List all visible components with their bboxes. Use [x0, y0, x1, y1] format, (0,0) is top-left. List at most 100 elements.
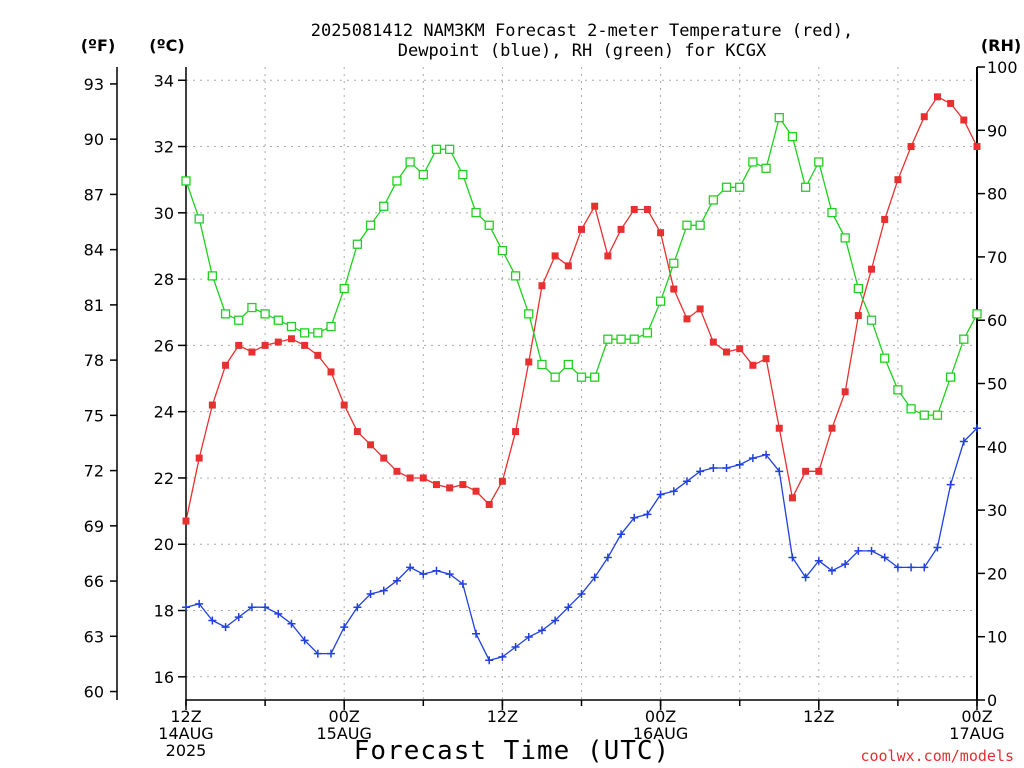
- rh-point: [524, 309, 534, 319]
- temperature-point: [235, 341, 243, 349]
- rh-point: [431, 144, 442, 154]
- celsius-tick-label: 30: [154, 204, 174, 223]
- dewpoint-point: [814, 556, 823, 565]
- temperature-point: [762, 355, 770, 363]
- rh-point: [761, 163, 771, 173]
- dewpoint-point: [656, 490, 665, 499]
- rh-point: [590, 372, 600, 382]
- dewpoint-point: [551, 616, 560, 625]
- rh-point: [471, 207, 481, 218]
- rh-point: [735, 182, 745, 192]
- source-credit: coolwx.com/models: [860, 747, 1014, 765]
- temperature-point: [327, 368, 335, 376]
- dewpoint-point: [696, 467, 705, 476]
- rh-point: [932, 410, 943, 420]
- rh-tick-label: 80: [987, 185, 1007, 204]
- rh-point: [655, 296, 666, 306]
- rh-point: [616, 334, 626, 344]
- rh-point: [550, 372, 560, 382]
- dewpoint-point: [630, 513, 639, 522]
- temperature-point: [960, 116, 968, 124]
- rh-point: [629, 334, 639, 344]
- chart-title-line1: 2025081412 NAM3KM Forecast 2-meter Tempe…: [311, 21, 853, 41]
- temperature-point: [643, 206, 651, 214]
- x-tick-label: 17AUG: [949, 724, 1004, 743]
- temperature-point: [182, 517, 190, 525]
- celsius-tick-label: 32: [154, 138, 174, 157]
- fahrenheit-tick-label: 87: [84, 185, 104, 204]
- temperature-point: [301, 341, 309, 349]
- rh-tick-label: 60: [987, 311, 1007, 330]
- fahrenheit-tick-label: 69: [84, 517, 104, 536]
- temperature-point: [472, 487, 480, 495]
- temperature-point: [340, 401, 348, 409]
- dewpoint-point: [841, 560, 850, 569]
- dewpoint-point: [353, 603, 362, 612]
- temperature-point: [868, 265, 876, 273]
- dewpoint-point: [775, 467, 784, 476]
- rh-tick-label: 50: [987, 375, 1007, 394]
- dewpoint-point: [682, 477, 691, 486]
- rh-point: [405, 157, 415, 167]
- rh-point: [972, 309, 982, 319]
- rh-point: [234, 315, 244, 325]
- dewpoint-point: [801, 573, 810, 582]
- dewpoint-point: [195, 599, 204, 608]
- celsius-tick-label: 26: [154, 336, 174, 355]
- dewpoint-point: [880, 553, 889, 562]
- temperature-point: [274, 338, 282, 346]
- rh-point: [827, 207, 837, 218]
- temperature-point: [353, 428, 361, 436]
- dewpoint-point: [827, 566, 836, 575]
- rh-point: [853, 283, 863, 294]
- temperature-point: [485, 500, 493, 508]
- fahrenheit-tick-label: 78: [84, 351, 104, 370]
- chart-title-line2: Dewpoint (blue), RH (green) for KCGX: [398, 41, 767, 61]
- celsius-tick-label: 22: [154, 469, 174, 488]
- fahrenheit-tick-label: 93: [84, 75, 104, 94]
- rh-point: [418, 169, 428, 180]
- celsius-tick-label: 20: [154, 535, 174, 554]
- dewpoint-point: [893, 563, 902, 572]
- temperature-point: [578, 225, 585, 233]
- temperature-point: [195, 454, 203, 462]
- rh-point: [959, 334, 969, 344]
- dewpoint-point: [406, 563, 415, 572]
- dewpoint-point: [182, 603, 190, 612]
- x-tick-label: 12Z: [487, 707, 518, 726]
- dewpoint-point: [287, 619, 296, 628]
- dewpoint-point: [313, 649, 322, 658]
- temperature-point: [314, 351, 322, 359]
- temperature-point: [393, 467, 401, 475]
- rh-point: [220, 309, 231, 319]
- dewpoint-point: [973, 424, 981, 433]
- rh-point: [774, 112, 784, 123]
- rh-point: [207, 271, 218, 281]
- rh-point: [642, 328, 653, 338]
- dewpoint-point: [762, 450, 771, 459]
- dewpoint-point: [748, 454, 757, 463]
- rh-point: [194, 214, 204, 224]
- dewpoint-point: [643, 510, 652, 519]
- dewpoint-point: [419, 570, 428, 579]
- temperature-point: [591, 202, 599, 210]
- x-axis-title: Forecast Time (UTC): [354, 736, 670, 766]
- rh-point: [787, 131, 798, 142]
- temperature-point: [749, 361, 757, 369]
- x-tick-label: 00Z: [961, 707, 992, 726]
- rh-point: [247, 302, 257, 313]
- dewpoint-point: [221, 623, 230, 632]
- rh-point: [181, 176, 191, 186]
- fahrenheit-unit-label: (ºF): [81, 36, 116, 55]
- rh-point: [352, 239, 363, 249]
- fahrenheit-tick-label: 84: [84, 241, 104, 260]
- rh-unit-label: (RH): [981, 36, 1021, 55]
- dewpoint-point: [722, 464, 731, 473]
- temperature-line: [185, 95, 978, 522]
- temperature-point: [670, 285, 678, 293]
- temperature-point: [498, 477, 506, 485]
- temperature-point: [683, 315, 691, 323]
- dewpoint-point: [603, 553, 612, 562]
- rh-point: [313, 328, 323, 338]
- dewpoint-point: [788, 553, 797, 562]
